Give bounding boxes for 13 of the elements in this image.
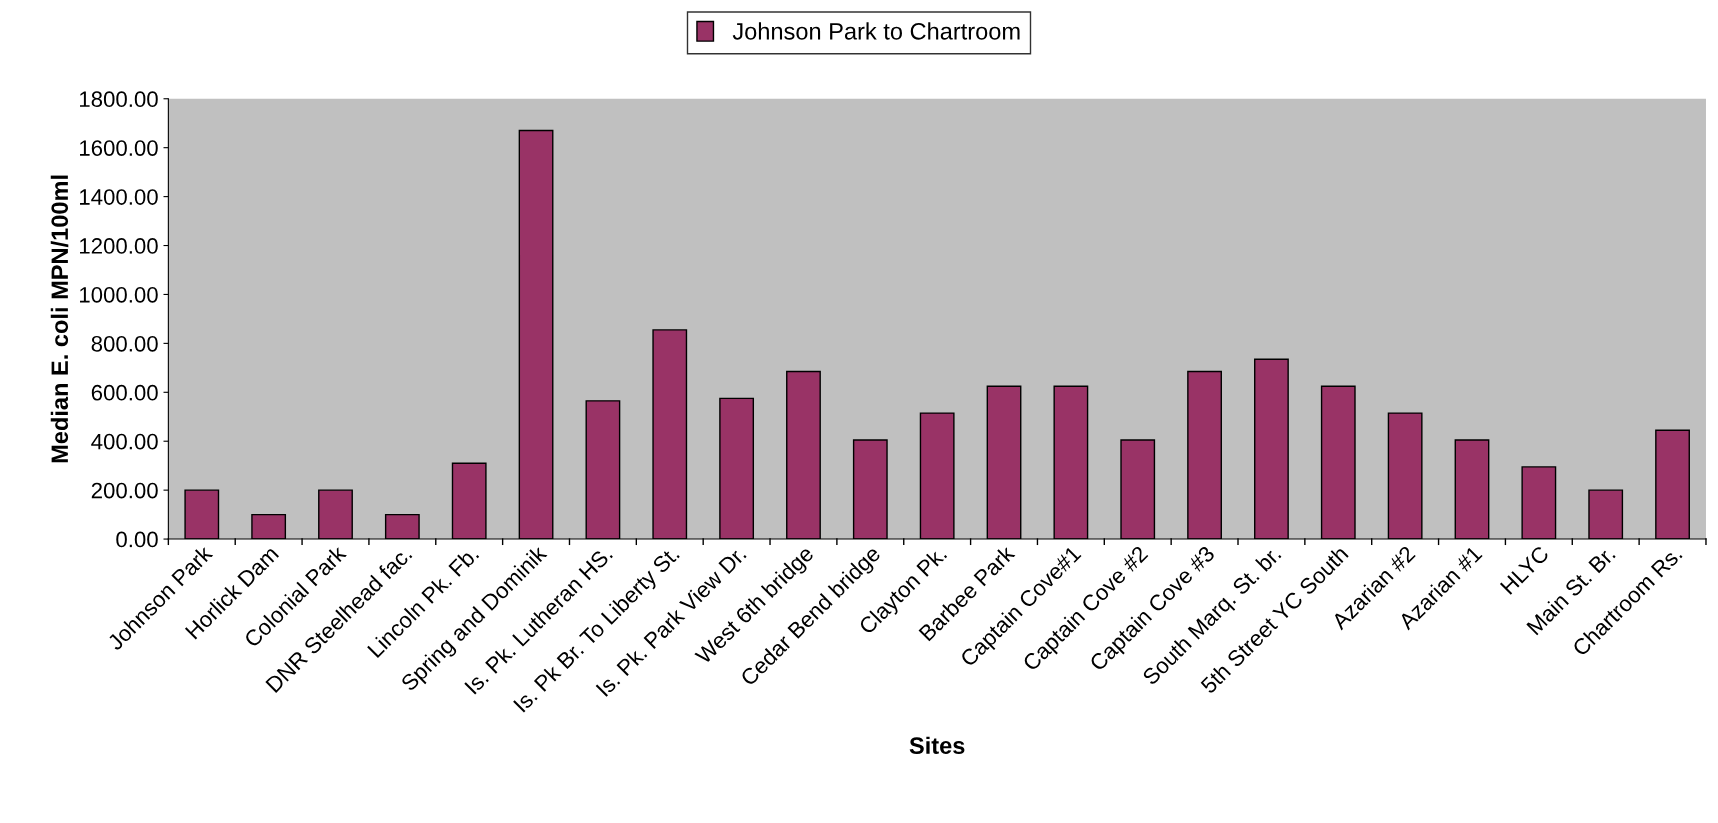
y-tick-label: 1200.00	[80, 238, 158, 254]
y-tick-label: 400.00	[91, 433, 158, 450]
y-tick-label: 1400.00	[80, 189, 158, 205]
y-tick-label: 1000.00	[80, 286, 158, 303]
x-axis-title: Sites	[909, 736, 965, 755]
y-axis-title: Median E. coli MPN/100ml	[50, 175, 69, 463]
y-tick-label: 0.00	[116, 531, 158, 548]
y-tick-label: 600.00	[91, 384, 158, 401]
y-tick-label: 1800.00	[80, 91, 158, 108]
legend-label: Johnson Park to Chartroom	[732, 22, 1020, 40]
y-tick-label: 200.00	[91, 482, 158, 499]
y-tick-label: 800.00	[91, 335, 158, 352]
y-tick-label: 1600.00	[80, 140, 158, 156]
